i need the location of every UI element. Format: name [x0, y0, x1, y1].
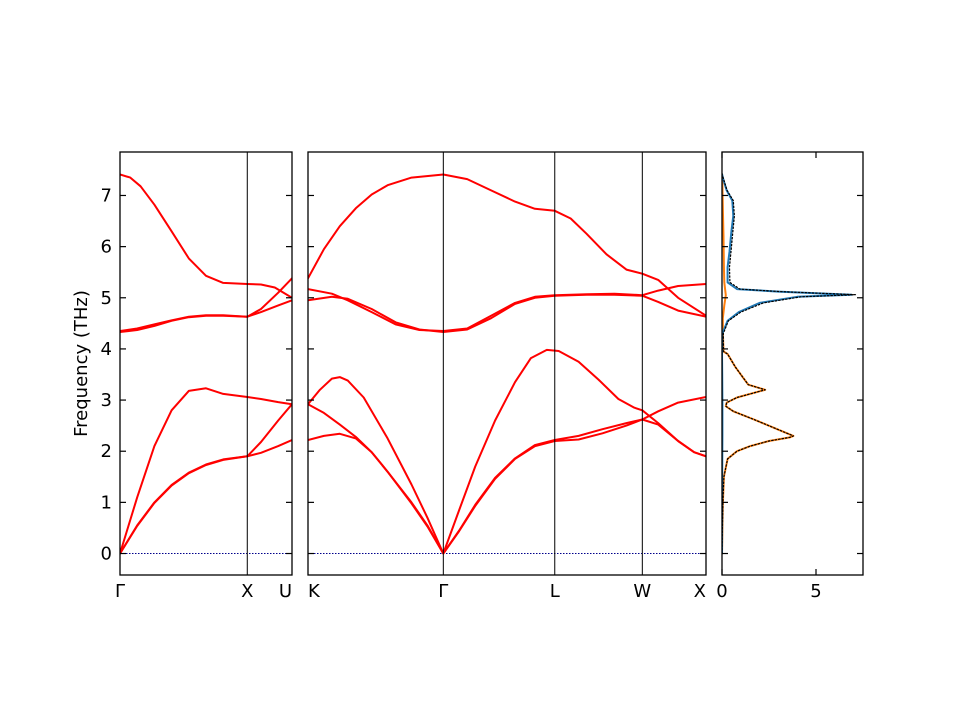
y-tick-label: 7 [101, 185, 112, 206]
x-tick-label: Γ [438, 581, 448, 602]
y-tick-label: 3 [101, 390, 112, 411]
phonon-branch-3 [308, 348, 706, 555]
x-tick-label: U [279, 581, 292, 602]
y-tick-label: 5 [101, 288, 112, 309]
phonon-branch-4 [308, 403, 706, 555]
phonon-branch-0 [308, 173, 706, 317]
phonon-branch-1 [308, 283, 706, 332]
y-tick-label: 0 [101, 544, 112, 565]
x-tick-label: K [308, 581, 321, 602]
y-tick-label: 6 [101, 237, 112, 258]
y-tick-label: 2 [101, 441, 112, 462]
phonon-branch-3 [120, 387, 292, 555]
phonon-branch-5 [308, 396, 706, 555]
y-axis-label: Frequency (THz) [71, 290, 92, 437]
panel-frame [119, 151, 293, 576]
x-tick-label: X [694, 581, 706, 602]
x-tick-label: Γ [115, 581, 125, 602]
x-tick-label: L [550, 581, 560, 602]
panel-frame [307, 151, 707, 576]
y-tick-label: 4 [101, 339, 112, 360]
y-tick-label: 1 [101, 492, 112, 513]
x-tick-label: X [241, 581, 253, 602]
x-tick-label: 5 [810, 581, 821, 602]
phonon-branch-4 [120, 403, 292, 555]
phonon-branch-0 [120, 173, 292, 299]
phonon-branch-5 [120, 439, 292, 555]
dos-curve-1 [722, 173, 853, 555]
x-tick-label: W [633, 581, 651, 602]
x-tick-label: 0 [716, 581, 727, 602]
dos-curve-2 [722, 173, 857, 555]
phonon-branch-2 [120, 277, 292, 333]
panel-frame [721, 151, 864, 576]
phonon-branch-2 [308, 293, 706, 333]
band-panel-left: 0 1 2 3 4 5 6 7 Γ X U Frequency (THz) [71, 151, 293, 602]
